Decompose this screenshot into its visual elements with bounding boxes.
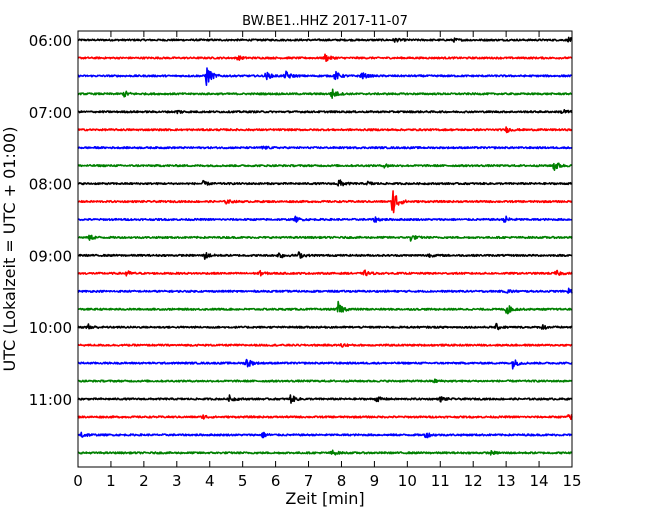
trace-0600 <box>77 36 573 43</box>
trace-0615 <box>77 53 573 63</box>
plot-frame <box>77 30 573 468</box>
trace-group <box>77 36 573 456</box>
x-axis-label: Zeit [min] <box>285 489 364 508</box>
trace-1145 <box>77 449 573 456</box>
x-tick-label: 3 <box>172 472 182 490</box>
x-tick-label: 10 <box>398 472 417 490</box>
trace-0700 <box>77 108 573 115</box>
y-tick-label: 11:00 <box>29 391 72 409</box>
trace-0800 <box>77 179 573 187</box>
y-tick-label: 07:00 <box>29 104 72 122</box>
trace-0730 <box>77 145 573 150</box>
x-tick-label: 6 <box>271 472 281 490</box>
trace-1115 <box>77 414 573 421</box>
y-tick-label: 06:00 <box>29 32 72 50</box>
trace-0930 <box>77 287 573 294</box>
trace-0915 <box>77 269 573 277</box>
x-tick-label: 2 <box>139 472 149 490</box>
x-tick-label: 9 <box>370 472 380 490</box>
trace-0715 <box>77 126 573 134</box>
trace-1045 <box>77 378 573 384</box>
y-axis: 06:00 07:00 08:00 09:00 10:00 11:00 <box>29 32 572 409</box>
trace-0830 <box>77 215 573 223</box>
x-tick-label: 12 <box>464 472 483 490</box>
x-tick-label: 0 <box>73 472 83 490</box>
x-tick-label: 4 <box>205 472 215 490</box>
trace-0645 <box>77 88 573 99</box>
trace-0845 <box>77 234 573 242</box>
y-axis-label: UTC (Lokalzeit = UTC + 01:00) <box>0 127 19 372</box>
trace-1000 <box>77 322 573 331</box>
x-tick-label: 8 <box>337 472 347 490</box>
trace-0630 <box>77 67 573 86</box>
x-tick-label: 11 <box>431 472 450 490</box>
trace-1100 <box>77 394 573 404</box>
x-tick-label: 1 <box>106 472 116 490</box>
trace-0945 <box>77 300 573 315</box>
y-tick-label: 08:00 <box>29 176 72 194</box>
y-tick-label: 09:00 <box>29 247 72 265</box>
chart-title: BW.BE1..HHZ 2017-11-07 <box>242 14 408 29</box>
x-tick-label: 14 <box>530 472 549 490</box>
y-tick-label: 10:00 <box>29 319 72 337</box>
x-tick-label: 13 <box>497 472 516 490</box>
trace-0815 <box>77 190 573 214</box>
x-tick-label: 15 <box>562 472 581 490</box>
trace-1130 <box>77 431 573 439</box>
trace-1030 <box>77 358 573 370</box>
trace-1015 <box>77 342 573 348</box>
x-tick-label: 7 <box>304 472 314 490</box>
trace-0745 <box>77 162 573 171</box>
x-tick-label: 5 <box>238 472 248 490</box>
x-axis: 0 1 2 3 4 5 6 7 8 9 10 11 12 13 14 15 <box>73 31 582 490</box>
trace-0900 <box>77 251 573 260</box>
